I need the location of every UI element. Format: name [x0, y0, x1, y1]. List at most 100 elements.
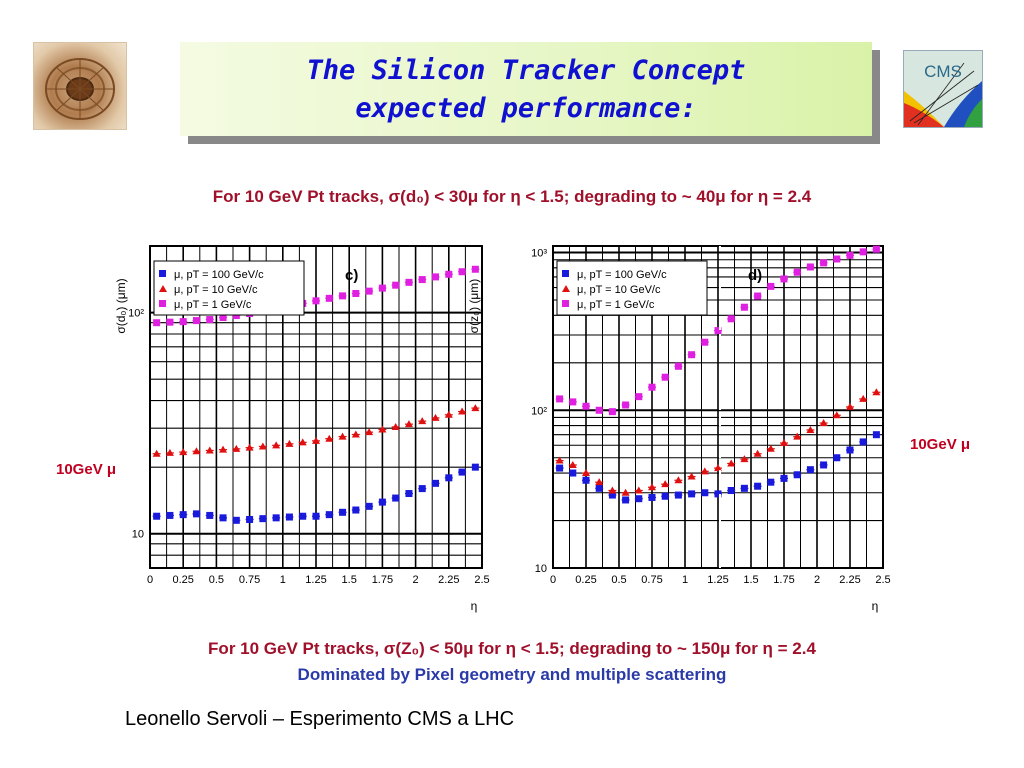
caption-top: For 10 GeV Pt tracks, σ(d₀) < 30μ for η … [212, 187, 812, 206]
data-point-pt10 [700, 467, 709, 475]
data-point-pt10 [458, 407, 467, 415]
data-point-pt100 [432, 479, 440, 487]
data-point-pt100 [285, 513, 293, 521]
data-point-pt1 [166, 318, 174, 326]
data-point-pt10 [727, 459, 736, 467]
data-point-pt100 [365, 502, 373, 510]
data-point-pt1 [846, 251, 854, 259]
data-point-pt100 [192, 510, 200, 518]
data-point-pt10 [674, 476, 683, 484]
data-point-pt100 [299, 512, 307, 520]
data-point-pt100 [445, 474, 453, 482]
data-point-pt1 [608, 408, 616, 416]
footer-author: Leonello Servoli – Esperimento CMS a LHC [125, 708, 515, 730]
data-point-pt100 [246, 515, 254, 523]
legend-entry: μ, pT = 10 GeV/c [577, 284, 661, 296]
data-point-pt1 [635, 393, 643, 401]
data-point-pt10 [753, 449, 762, 457]
data-point-pt1 [648, 383, 656, 391]
data-point-pt10 [661, 480, 670, 488]
data-point-pt1 [780, 275, 788, 283]
legend-marker [562, 285, 570, 292]
data-point-pt1 [365, 287, 373, 295]
data-point-pt10 [555, 456, 564, 464]
x-tick-label: 1.75 [773, 574, 794, 586]
x-tick-label: 0.75 [641, 574, 662, 586]
data-point-pt1 [740, 303, 748, 311]
data-point-pt1 [392, 281, 400, 289]
data-point-pt10 [272, 441, 281, 449]
data-point-pt1 [833, 255, 841, 263]
data-point-pt100 [206, 511, 214, 519]
data-point-pt10 [780, 439, 788, 447]
data-point-pt10 [232, 444, 241, 452]
data-point-pt10 [832, 411, 841, 419]
data-point-pt100 [179, 511, 187, 519]
legend-marker [562, 300, 569, 307]
data-point-pt10 [621, 488, 630, 496]
data-point-pt100 [232, 516, 240, 524]
legend-entry: μ, pT = 1 GeV/c [577, 299, 655, 311]
legend-marker [562, 270, 569, 277]
data-point-pt100 [674, 491, 682, 499]
data-point-pt10 [245, 443, 254, 451]
data-point-pt10 [568, 460, 577, 468]
side-label-right: 10GeV μ [910, 436, 971, 453]
data-point-pt100 [378, 498, 386, 506]
x-tick-label: 2 [814, 574, 820, 586]
data-point-pt10 [285, 439, 294, 447]
data-point-pt100 [569, 469, 577, 477]
data-point-pt1 [714, 327, 722, 335]
data-point-pt100 [259, 515, 267, 523]
legend-marker [159, 300, 166, 307]
x-tick-label: 0.5 [209, 574, 224, 586]
data-point-pt10 [431, 413, 440, 421]
legend-entry: μ, pT = 10 GeV/c [174, 284, 258, 296]
data-point-pt1 [232, 312, 240, 320]
data-point-pt10 [391, 422, 400, 430]
data-point-pt100 [339, 508, 347, 516]
data-point-pt100 [635, 495, 643, 503]
data-point-pt1 [325, 294, 333, 302]
side-label-left: 10GeV μ [56, 461, 117, 478]
data-point-pt100 [740, 484, 748, 492]
data-point-pt100 [793, 471, 801, 479]
data-point-pt1 [582, 402, 590, 410]
data-point-pt10 [418, 417, 427, 425]
y-tick-label: 10 [132, 529, 144, 541]
data-point-pt10 [298, 438, 307, 446]
data-point-pt10 [365, 428, 374, 436]
data-point-pt10 [192, 447, 201, 455]
y-axis-label: σ(z₀) (μm) [467, 279, 481, 334]
data-point-pt10 [766, 444, 775, 452]
data-point-pt100 [608, 491, 616, 499]
data-point-pt100 [846, 446, 854, 454]
data-point-pt10 [258, 442, 267, 450]
data-point-pt10 [219, 445, 228, 453]
data-point-pt1 [206, 316, 214, 324]
data-point-pt10 [648, 483, 656, 491]
x-tick-label: 0 [147, 574, 153, 586]
data-point-pt100 [219, 514, 227, 522]
data-point-pt100 [392, 494, 400, 502]
data-point-pt10 [806, 425, 815, 433]
y-tick-label: 10³ [531, 248, 547, 260]
data-point-pt1 [556, 395, 564, 403]
legend-marker [159, 270, 166, 277]
data-point-pt100 [754, 482, 762, 490]
data-point-pt10 [165, 448, 174, 456]
data-point-pt10 [404, 420, 413, 428]
x-tick-label: 2 [413, 574, 419, 586]
cms-logo-text: CMS [924, 62, 962, 81]
data-point-pt100 [582, 476, 590, 484]
y-tick-label: 10² [531, 405, 547, 417]
data-point-pt10 [471, 404, 480, 412]
data-point-pt10 [819, 419, 828, 427]
data-point-pt1 [192, 317, 200, 325]
data-point-pt1 [432, 273, 440, 281]
data-point-pt100 [806, 466, 814, 474]
x-axis-label: η [872, 599, 879, 613]
data-point-pt1 [418, 276, 426, 284]
data-point-pt10 [859, 394, 868, 402]
data-point-pt10 [714, 464, 722, 472]
